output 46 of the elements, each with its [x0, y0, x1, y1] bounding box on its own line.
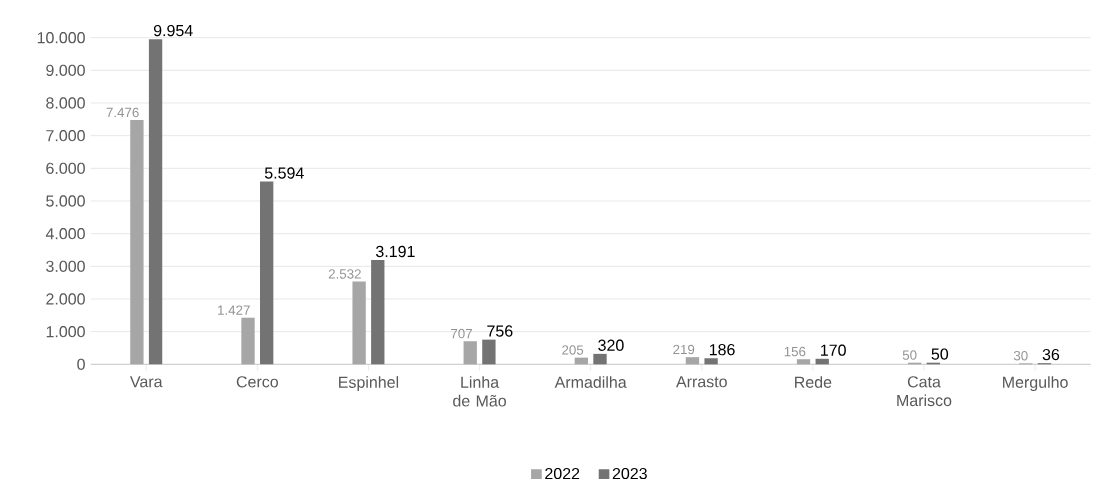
bar — [371, 260, 385, 365]
data-label: 36 — [1042, 348, 1060, 361]
y-tick-label: 7.000 — [46, 130, 85, 142]
x-tick-label: Cerco — [236, 376, 278, 388]
data-label: 50 — [902, 350, 917, 360]
x-tick-label: Armadilha — [554, 376, 627, 388]
data-label: 219 — [673, 344, 695, 355]
data-label: 7.476 — [106, 107, 139, 118]
x-tick-label: Espinhel — [339, 376, 399, 392]
data-label: 320 — [598, 339, 624, 351]
bar — [148, 39, 163, 365]
data-label: 2.532 — [328, 269, 361, 279]
y-tick-label: 5.000 — [46, 195, 85, 207]
bar — [704, 358, 718, 365]
x-tick-label: Arrasto — [676, 376, 727, 388]
legend-label: 2023 — [612, 467, 647, 479]
y-tick-label: 0 — [77, 358, 85, 370]
data-label: 186 — [709, 343, 735, 356]
x-tick-label: Linha de Mão — [453, 376, 506, 407]
x-tick-label: Cata Marisco — [897, 376, 952, 407]
data-label: 707 — [451, 328, 472, 339]
y-tick-label: 10.000 — [37, 32, 85, 44]
data-label: 30 — [1013, 350, 1028, 361]
data-label: 756 — [487, 325, 513, 337]
bar — [593, 353, 607, 365]
x-tick-label: Mergulho — [1003, 376, 1068, 392]
bar — [260, 181, 274, 365]
y-tick-label: 2.000 — [46, 293, 85, 305]
data-label: 9.954 — [153, 24, 193, 37]
x-tick-label: Vara — [129, 376, 163, 388]
data-label: 50 — [931, 348, 949, 360]
data-label: 1.427 — [218, 305, 250, 315]
y-tick-label: 8.000 — [46, 97, 85, 109]
y-tick-label: 9.000 — [46, 64, 85, 76]
data-label: 5.594 — [264, 167, 304, 179]
legend-label: 2022 — [545, 467, 580, 479]
y-tick-label: 4.000 — [45, 228, 85, 240]
data-label: 156 — [784, 346, 806, 357]
data-label: 205 — [562, 345, 584, 355]
data-label: 3.191 — [375, 245, 415, 258]
y-tick-label: 3.000 — [46, 260, 85, 272]
x-tick-label: Rede — [795, 376, 832, 388]
y-tick-label: 1.000 — [46, 326, 85, 338]
data-label: 170 — [821, 344, 846, 356]
y-tick-label: 6.000 — [46, 162, 85, 174]
bar — [482, 339, 496, 365]
